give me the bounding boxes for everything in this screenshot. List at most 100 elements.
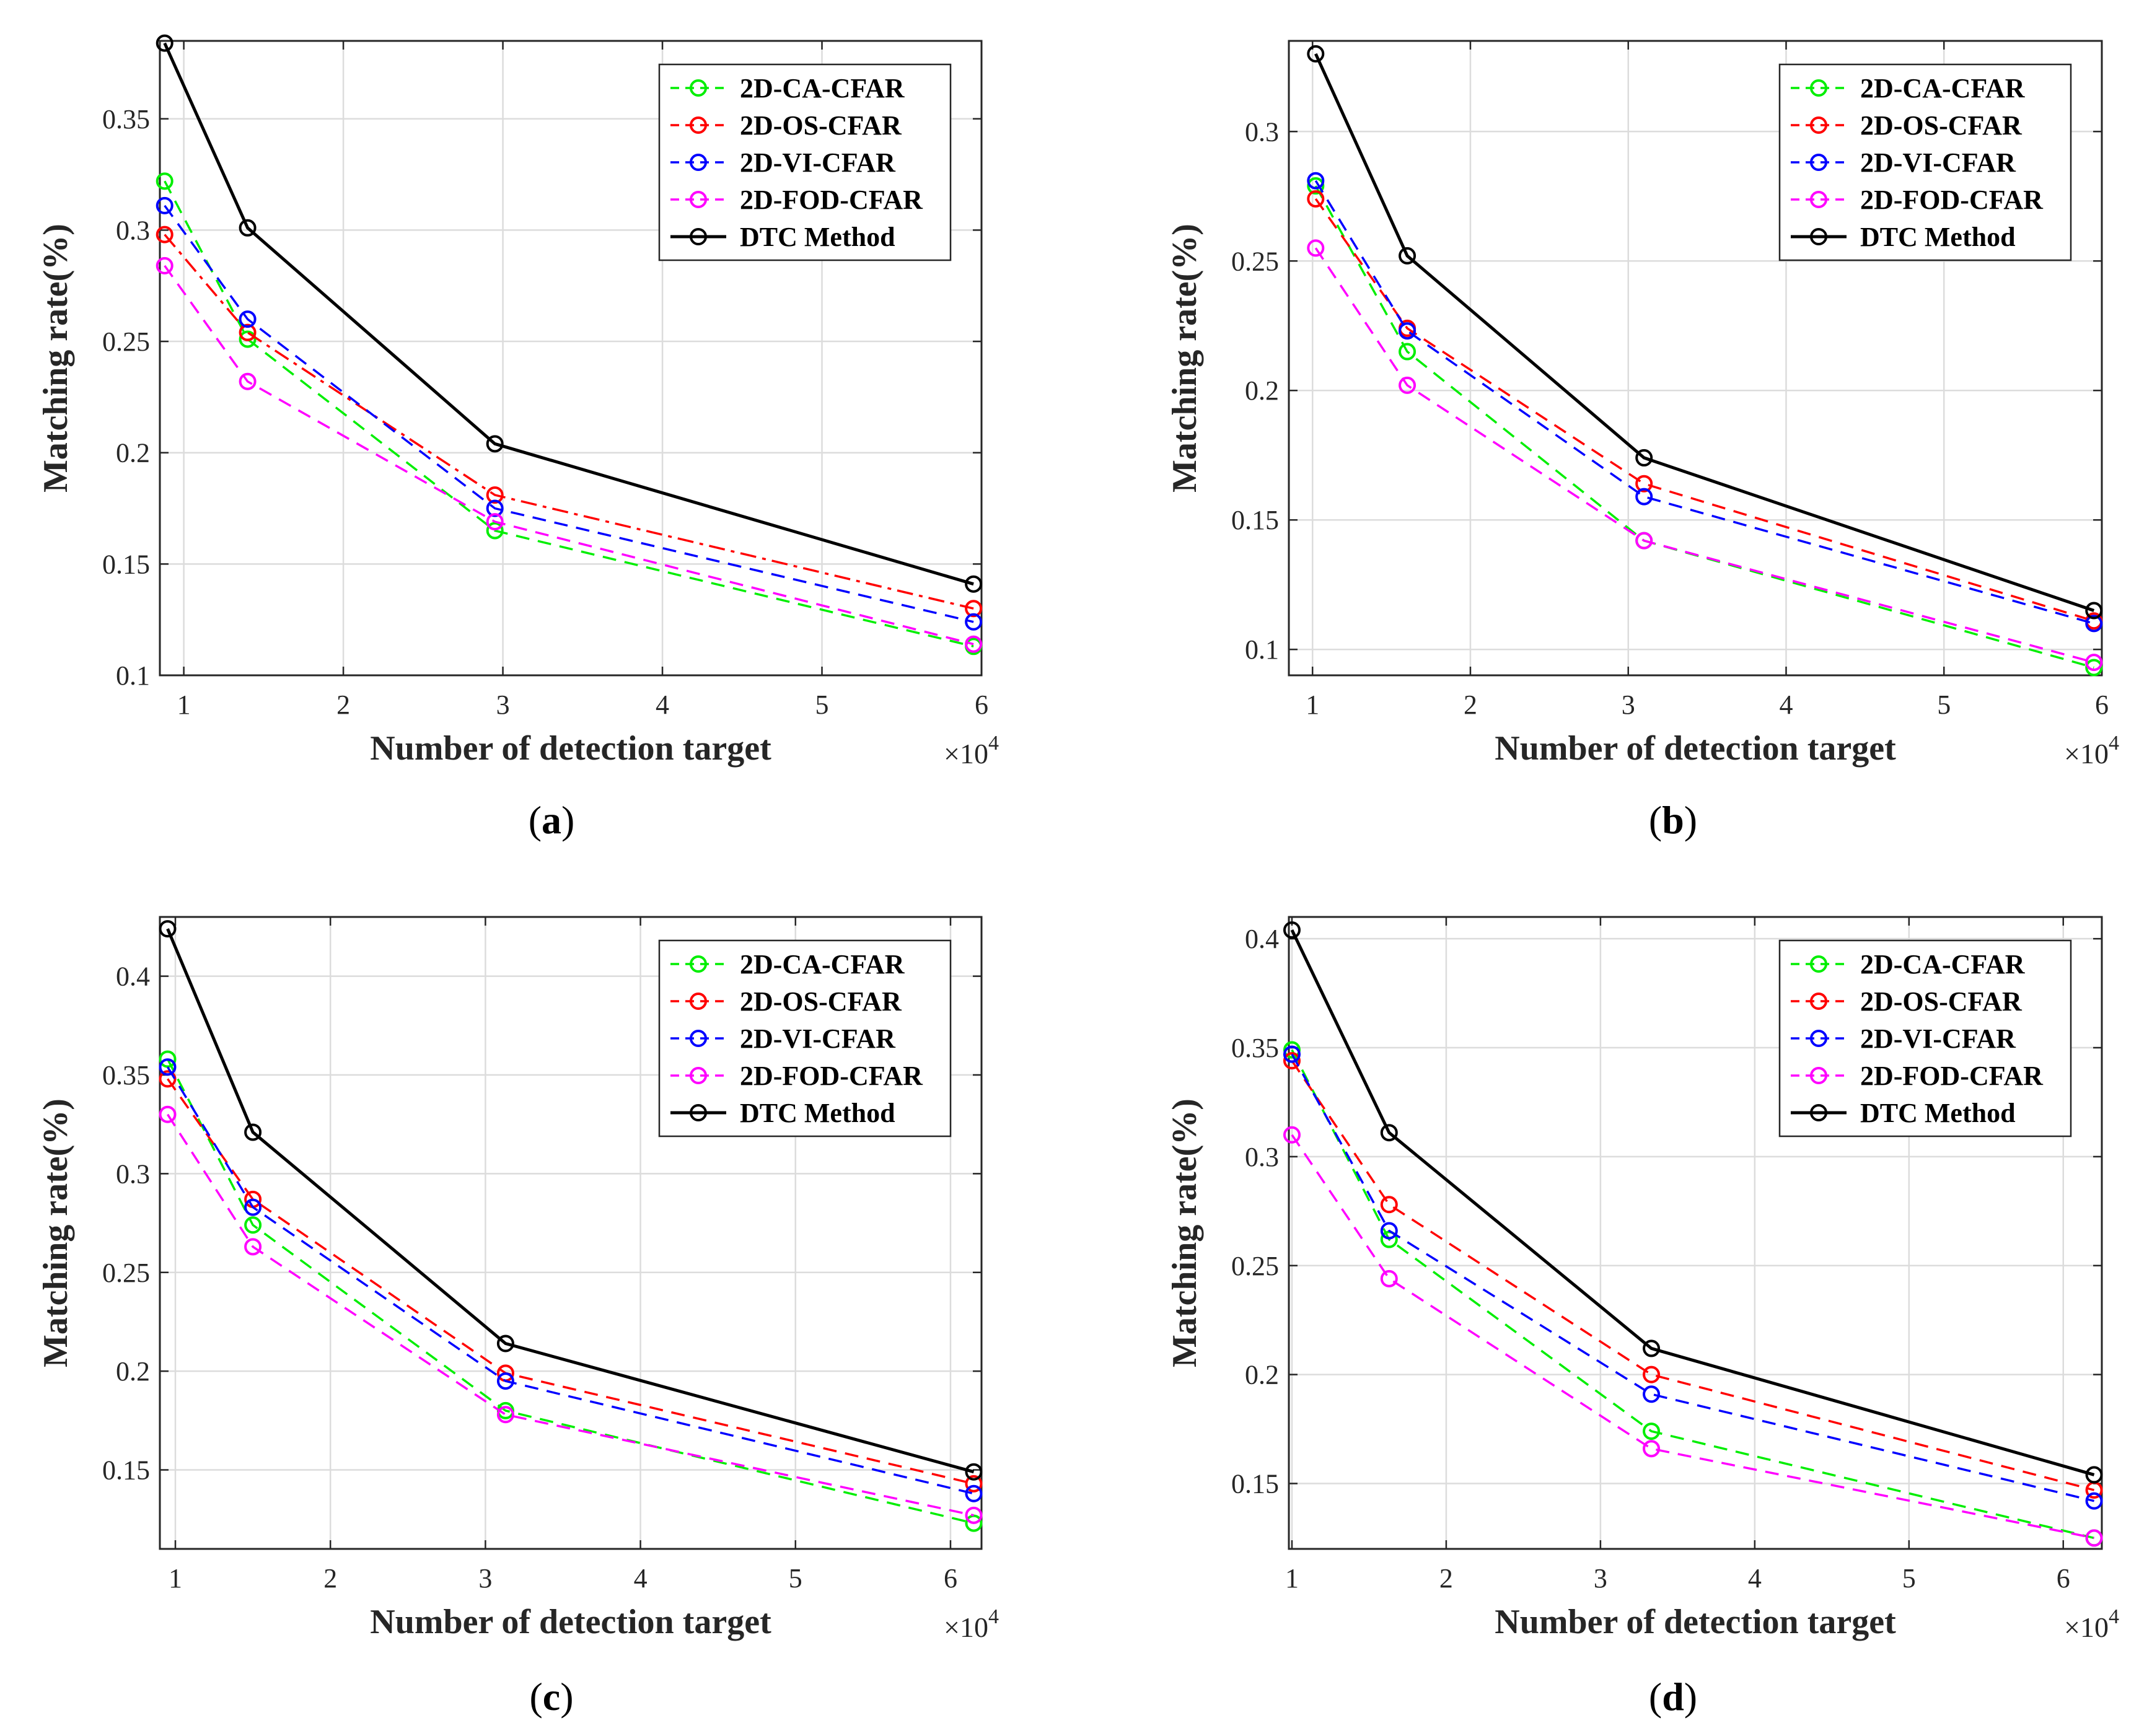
x-axis-exponent: ×104 xyxy=(2064,732,2119,769)
caption-letter: c xyxy=(543,1675,560,1719)
x-tick-label: 5 xyxy=(789,1563,802,1594)
y-tick-label: 0.35 xyxy=(102,1060,150,1090)
data-point xyxy=(496,1372,514,1390)
data-point xyxy=(1643,1423,1661,1440)
y-tick-label: 0.2 xyxy=(116,1356,150,1387)
data-point xyxy=(1399,376,1416,394)
data-point xyxy=(239,323,257,341)
x-tick-label: 4 xyxy=(1748,1563,1762,1594)
y-tick-label: 0.25 xyxy=(1231,246,1279,276)
legend-label: 2D-OS-CFAR xyxy=(740,110,902,141)
series-line xyxy=(166,928,975,1474)
legend-item: 2D-OS-CFAR xyxy=(1791,110,2023,141)
data-point xyxy=(1399,343,1416,361)
data-point xyxy=(156,172,173,190)
y-tick-label: 0.15 xyxy=(102,549,150,579)
data-point xyxy=(2085,654,2103,672)
legend-item: 2D-VI-CFAR xyxy=(1791,1024,2016,1054)
legend-item: 2D-CA-CFAR xyxy=(1791,73,2026,103)
axis-frame xyxy=(1288,916,2103,1550)
legend: 2D-CA-CFAR 2D-OS-CFAR 2D-VI-CFAR 2D-FOD-CFA… xyxy=(1778,939,2072,1138)
data-point xyxy=(244,1198,262,1216)
series-2d-vi-cfar xyxy=(159,1058,983,1502)
legend-label: 2D-OS-CFAR xyxy=(1860,986,2023,1017)
data-point xyxy=(1283,921,1301,939)
legend-marker-sample xyxy=(1810,116,1827,134)
legend-marker-sample xyxy=(690,993,707,1010)
y-tick-label: 0.3 xyxy=(116,215,150,245)
data-point xyxy=(965,600,983,618)
x-axis-label: Number of detection target xyxy=(370,729,771,768)
y-axis-label: Matching rate(%) xyxy=(1166,1098,1204,1367)
data-point xyxy=(239,310,257,328)
data-point xyxy=(965,1514,983,1532)
data-point xyxy=(159,1105,177,1123)
y-tick-label: 0.35 xyxy=(102,104,150,134)
data-point xyxy=(486,486,504,504)
data-point xyxy=(965,1506,983,1524)
series-dtc-method xyxy=(156,34,983,593)
legend-label: 2D-VI-CFAR xyxy=(1860,147,2016,178)
legend: 2D-CA-CFAR 2D-OS-CFAR 2D-VI-CFAR 2D-FOD-CFA… xyxy=(658,63,952,261)
y-tick-label: 0.15 xyxy=(1231,505,1279,535)
x-axis-exponent: ×104 xyxy=(2064,1605,2119,1643)
x-axis-exponent: ×104 xyxy=(944,732,999,769)
legend-marker-sample xyxy=(1810,154,1827,171)
legend-item: 2D-OS-CFAR xyxy=(1791,986,2023,1017)
legend-item: 2D-FOD-CFAR xyxy=(1791,1061,2044,1091)
x-tick-label: 1 xyxy=(169,1563,182,1594)
exponent-power: 4 xyxy=(988,1605,999,1628)
series-2d-fod-cfar xyxy=(1283,1126,2103,1547)
legend-item: 2D-FOD-CFAR xyxy=(670,185,923,215)
caption-close-paren: ) xyxy=(560,1675,573,1719)
series-dtc-method xyxy=(1283,921,2103,1484)
legend-marker-sample xyxy=(1810,993,1827,1010)
y-tick-label: 0.25 xyxy=(102,327,150,357)
legend-label: DTC Method xyxy=(740,222,895,252)
legend-item: 2D-OS-CFAR xyxy=(670,986,902,1017)
x-axis-exponent: ×104 xyxy=(944,1605,999,1643)
legend-item: 2D-VI-CFAR xyxy=(670,1024,896,1054)
y-tick-label: 0.3 xyxy=(1245,116,1279,147)
x-tick-label: 6 xyxy=(2095,690,2109,720)
series-line xyxy=(167,1066,974,1495)
x-tick-label: 2 xyxy=(1439,1563,1453,1594)
data-point xyxy=(1643,1440,1661,1458)
data-point xyxy=(239,330,257,348)
caption-open-paren: ( xyxy=(529,1675,542,1719)
panel-caption: (c) xyxy=(529,1675,573,1719)
x-tick-label: 1 xyxy=(1285,1563,1299,1594)
legend-marker-sample xyxy=(690,1030,707,1047)
x-tick-label: 3 xyxy=(496,690,510,720)
x-tick-label: 6 xyxy=(975,690,988,720)
chart-panel-d: 1 2 3 4 5 6 0.15 0.2 0.25 0.3 0.35 0.4 Number of det… xyxy=(1166,916,2119,1719)
series-line xyxy=(167,1113,974,1517)
caption-close-paren: ) xyxy=(561,798,574,842)
legend-marker-sample xyxy=(1810,1067,1827,1084)
data-point xyxy=(1283,1126,1301,1144)
legend-label: 2D-CA-CFAR xyxy=(740,949,905,980)
data-point xyxy=(239,372,257,390)
x-axis-label: Number of detection target xyxy=(1495,729,1896,768)
chart-panel-c: 1 2 3 4 5 6 0.15 0.2 0.25 0.3 0.35 0.4 Number of det… xyxy=(37,916,999,1719)
series-line xyxy=(164,234,974,610)
exponent-base: ×10 xyxy=(2064,738,2109,769)
data-point xyxy=(486,435,504,453)
series-line xyxy=(164,204,974,623)
panel-caption: (b) xyxy=(1649,798,1697,842)
legend-label: 2D-FOD-CFAR xyxy=(740,1061,923,1091)
data-point xyxy=(156,196,173,214)
y-tick-label: 0.2 xyxy=(1245,1360,1279,1390)
series-line xyxy=(1290,929,2095,1476)
chart-panel-a: 1 2 3 4 5 6 0.1 0.15 0.2 0.25 0.3 0.35 Number of det… xyxy=(37,34,999,842)
panel-caption: (d) xyxy=(1649,1675,1697,1719)
axis-frame xyxy=(159,916,983,1550)
data-point xyxy=(965,1484,983,1502)
series-dtc-method xyxy=(159,920,983,1481)
y-tick-label: 0.2 xyxy=(116,438,150,468)
legend-marker-sample xyxy=(690,228,707,245)
exponent-power: 4 xyxy=(988,732,999,755)
data-point xyxy=(2085,615,2103,633)
y-tick-label: 0.3 xyxy=(1245,1142,1279,1172)
exponent-base: ×10 xyxy=(944,1611,988,1643)
